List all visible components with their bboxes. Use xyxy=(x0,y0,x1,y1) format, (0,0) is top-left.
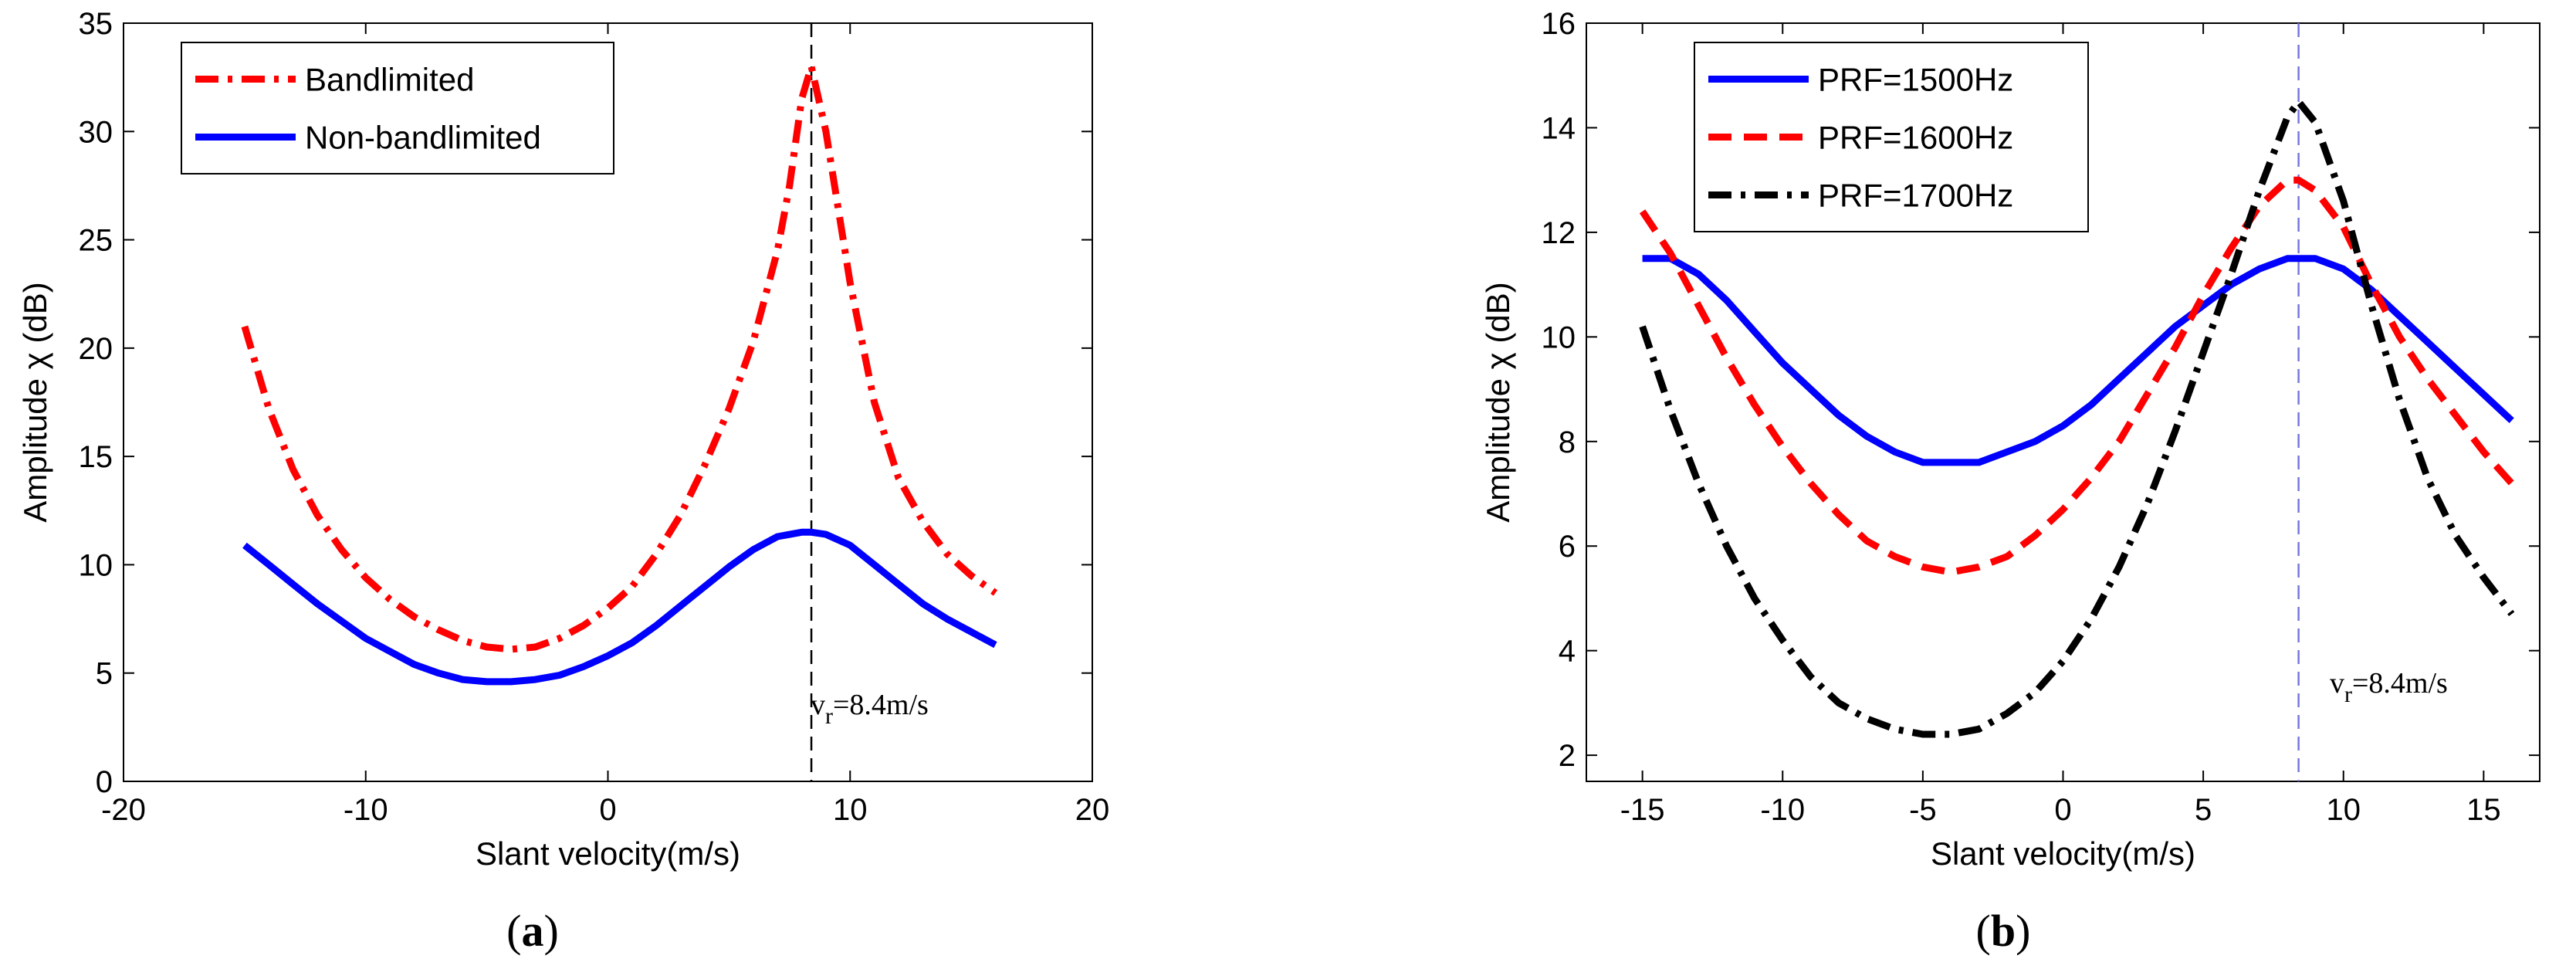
panel-a-series-line-1 xyxy=(241,63,998,653)
panel-a-x-tick-label: 0 xyxy=(599,793,616,827)
panel-b-y-tick-label: 16 xyxy=(1542,7,1576,41)
panel-a-y-tick-label: 30 xyxy=(79,115,113,149)
panel-a-y-axis-label: Amplitude χ (dB) xyxy=(17,282,53,523)
panel-a-legend: Bandlimited Non-bandlimited xyxy=(181,42,614,174)
panel-b-y-tick-label: 12 xyxy=(1542,216,1576,250)
panel-a-legend-label-2: Non-bandlimited xyxy=(305,120,541,156)
panel-a-caption: (a) xyxy=(506,906,559,956)
panel-b-series-line-3 xyxy=(1639,98,2515,738)
panel-b-x-tick-label: 5 xyxy=(2195,793,2212,827)
panel-a-y-tick-label: 20 xyxy=(79,332,113,366)
panel-b-y-tick-label: 2 xyxy=(1559,739,1576,773)
panel-b-y-tick-label: 4 xyxy=(1559,635,1576,669)
panel-a-reference-label: vr=8.4m/s xyxy=(811,689,929,729)
panel-b-reference-label: vr=8.4m/s xyxy=(2330,667,2448,707)
panel-b-y-tick-label: 6 xyxy=(1559,530,1576,564)
panel-a-y-tick-label: 0 xyxy=(96,765,113,799)
panel-b-x-tick-label: -10 xyxy=(1760,793,1805,827)
panel-a-series-line-2 xyxy=(242,528,997,686)
panel-b-x-tick-label: 0 xyxy=(2054,793,2071,827)
panel-b-legend-label-2: PRF=1600Hz xyxy=(1818,120,2013,156)
panel-a-x-tick-label: -20 xyxy=(101,793,146,827)
panel-b: -15 -10 -5 0 5 10 15 2 4 6 8 10 12 14 16 Slant velocity… xyxy=(1480,7,2540,956)
panel-b-caption: (b) xyxy=(1976,906,2031,956)
panel-a-x-tick-label: 10 xyxy=(833,793,868,827)
panel-a-legend-box xyxy=(181,42,614,174)
panel-b-x-axis-label: Slant velocity(m/s) xyxy=(1931,835,2195,872)
panel-b-x-tick-label: -15 xyxy=(1620,793,1665,827)
panel-a-x-tick-label: -10 xyxy=(344,793,388,827)
panel-a-y-tick-label: 10 xyxy=(79,548,113,582)
panel-a-y-tick-label: 5 xyxy=(96,657,113,691)
panel-b-y-tick-label: 14 xyxy=(1542,111,1576,145)
panel-b-legend-label-3: PRF=1700Hz xyxy=(1818,178,2013,214)
panel-a-x-tick-label: 20 xyxy=(1075,793,1110,827)
panel-b-x-tick-label: -5 xyxy=(1909,793,1937,827)
panel-a-y-tick-label: 35 xyxy=(79,7,113,41)
panel-a-y-tick-label: 25 xyxy=(79,224,113,258)
panel-b-legend-label-1: PRF=1500Hz xyxy=(1818,62,2013,98)
panel-b-x-tick-label: 10 xyxy=(2326,793,2361,827)
panel-b-legend: PRF=1500Hz PRF=1600Hz PRF=1700Hz xyxy=(1694,42,2089,232)
panel-a-x-axis-label: Slant velocity(m/s) xyxy=(476,835,740,872)
panel-b-y-tick-label: 8 xyxy=(1559,425,1576,459)
panel-b-y-axis-label: Amplitude χ (dB) xyxy=(1480,282,1516,523)
panel-b-y-tick-label: 10 xyxy=(1542,320,1576,354)
panel-a: -20 -10 0 10 20 0 5 10 15 20 25 30 35 Slant velocity(… xyxy=(17,7,1109,956)
panel-b-series-line-2 xyxy=(1639,176,2515,576)
panel-b-x-tick-label: 15 xyxy=(2466,793,2501,827)
panel-a-legend-label-1: Bandlimited xyxy=(305,62,474,98)
panel-a-y-tick-label: 15 xyxy=(79,440,113,474)
